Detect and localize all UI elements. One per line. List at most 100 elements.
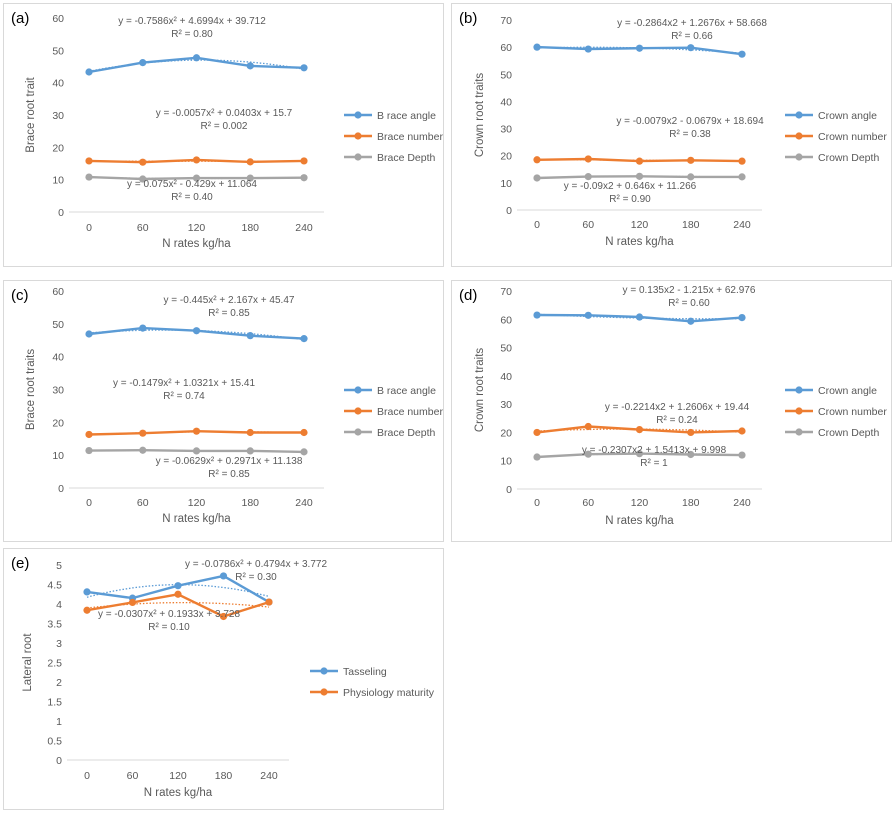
data-point — [738, 313, 746, 322]
y-axis-title: Brace root traits — [25, 349, 37, 430]
trendline-equation: y = -0.2307x2 + 1.5413x + 9.998 — [582, 445, 727, 456]
data-point — [584, 45, 592, 53]
data-point — [139, 59, 147, 67]
trendline-equation: y = -0.09x2 + 0.646x + 11.266 — [564, 181, 697, 192]
x-tick-label: 120 — [631, 219, 649, 231]
y-tick-label: 0.5 — [47, 736, 62, 748]
y-tick-label: 50 — [52, 319, 64, 331]
chart-c-svg: 0 10 20 30 40 50 60 0 60 120 180 240 N rates kg/ha Br… — [25, 286, 443, 525]
legend-label: Crown number — [818, 131, 887, 143]
y-axis-title: Brace root trait — [25, 76, 37, 152]
data-point — [219, 612, 228, 621]
legend-label: Crown angle — [818, 385, 877, 397]
trendline-r2: R² = 0.60 — [668, 298, 710, 309]
data-point — [738, 451, 746, 459]
y-tick-label: 60 — [500, 42, 512, 54]
panel-label-c: (c) — [11, 287, 29, 304]
y-tick-label: 30 — [500, 399, 512, 411]
trendline-r2: R² = 0.90 — [609, 194, 651, 205]
chart-panel-d: (d) 0 10 20 30 40 50 60 70 0 60 120 180 240 N rates k… — [451, 280, 892, 542]
legend-label: Crown angle — [818, 110, 877, 122]
data-point — [246, 174, 254, 182]
y-axis-title: Crown root traits — [474, 73, 486, 158]
trendline-r2: R² = 0.80 — [171, 29, 213, 40]
chart-panel-e: (e) 0 0.5 1 1.5 2 2.5 3 3.5 4 4.5 5 0 60 120 180 240 N r… — [3, 548, 444, 810]
y-tick-label: 40 — [500, 96, 512, 108]
legend-swatch-marker — [354, 428, 362, 436]
data-point — [738, 173, 746, 181]
trendline-r2: R² = 0.24 — [656, 415, 698, 426]
trendline-equation: y = -0.1479x² + 1.0321x + 15.41 — [113, 378, 255, 389]
data-point — [85, 330, 93, 338]
y-tick-label: 3 — [56, 638, 62, 650]
trendline-equation: y = -0.0057x² + 0.0403x + 15.7 — [156, 108, 293, 119]
y-tick-label: 40 — [52, 352, 64, 364]
data-point — [300, 448, 308, 456]
data-point — [139, 175, 147, 183]
legend-label: Crown Depth — [818, 427, 879, 439]
data-point — [584, 422, 592, 431]
data-point — [192, 54, 201, 62]
data-point — [635, 44, 644, 52]
data-point — [139, 324, 147, 332]
legend-swatch-marker — [354, 111, 362, 119]
y-tick-label: 0 — [58, 207, 64, 219]
y-tick-label: 30 — [52, 385, 64, 397]
legend-swatch-marker — [354, 153, 362, 161]
y-tick-label: 1 — [56, 716, 62, 728]
data-point — [687, 317, 695, 325]
data-point — [687, 428, 695, 437]
data-point — [192, 156, 201, 164]
y-tick-label: 60 — [500, 314, 512, 326]
trendline-equation: y = -0.0629x² + 0.2971x + 11.138 — [156, 456, 303, 467]
y-tick-label: 0 — [506, 205, 512, 217]
data-point — [246, 332, 254, 340]
y-tick-label: 2 — [56, 677, 62, 689]
data-point — [192, 174, 201, 182]
x-tick-label: 180 — [241, 497, 259, 509]
legend-label: Brace number — [377, 406, 443, 418]
legend-swatch-marker — [320, 667, 328, 675]
trendline-r2: R² = 0.10 — [148, 622, 190, 633]
y-tick-label: 10 — [52, 175, 64, 187]
data-point — [533, 156, 541, 164]
data-point — [246, 158, 254, 166]
data-point — [584, 173, 592, 181]
data-point — [174, 590, 182, 598]
y-tick-label: 20 — [500, 427, 512, 439]
data-point — [635, 450, 644, 458]
panel-label-a: (a) — [11, 10, 30, 27]
legend-label: Brace Depth — [377, 427, 436, 439]
data-point — [533, 428, 541, 437]
trendline-equation: y = -0.2214x2 + 1.2606x + 19.44 — [605, 402, 750, 413]
x-tick-label: 240 — [260, 770, 278, 782]
data-point — [246, 447, 254, 455]
trendline-r2: R² = 1 — [640, 458, 668, 469]
x-tick-label: 60 — [582, 219, 594, 231]
trendline-c-0 — [88, 329, 305, 341]
x-tick-label: 0 — [534, 497, 540, 509]
x-tick-label: 180 — [682, 219, 700, 231]
data-point — [300, 64, 308, 72]
data-point — [584, 155, 592, 163]
x-tick-label: 180 — [215, 770, 233, 782]
y-tick-label: 60 — [52, 13, 64, 25]
x-tick-label: 120 — [188, 222, 206, 234]
legend-swatch-marker — [795, 428, 803, 436]
trendline-equation: y = 0.075x² - 0.429x + 11.064 — [127, 179, 257, 190]
legend-label: B race angle — [377, 110, 436, 122]
trendline-r2: R² = 0.74 — [163, 391, 205, 402]
trendline-e-0 — [86, 584, 270, 598]
x-tick-label: 180 — [682, 497, 700, 509]
data-point — [687, 450, 695, 459]
trendline-equation: y = -0.0786x² + 0.4794x + 3.772 — [185, 559, 327, 570]
data-point — [83, 606, 91, 614]
trendline-equation: y = 0.135x2 - 1.215x + 62.976 — [623, 285, 756, 296]
chart-d-svg: 0 10 20 30 40 50 60 70 0 60 120 180 240 N rates kg/ha… — [474, 285, 887, 527]
data-point — [635, 172, 644, 180]
data-point — [174, 582, 182, 590]
legend-swatch-marker — [354, 132, 362, 140]
x-axis-title: N rates kg/ha — [605, 236, 674, 248]
data-point — [85, 157, 93, 165]
data-point — [584, 311, 592, 319]
